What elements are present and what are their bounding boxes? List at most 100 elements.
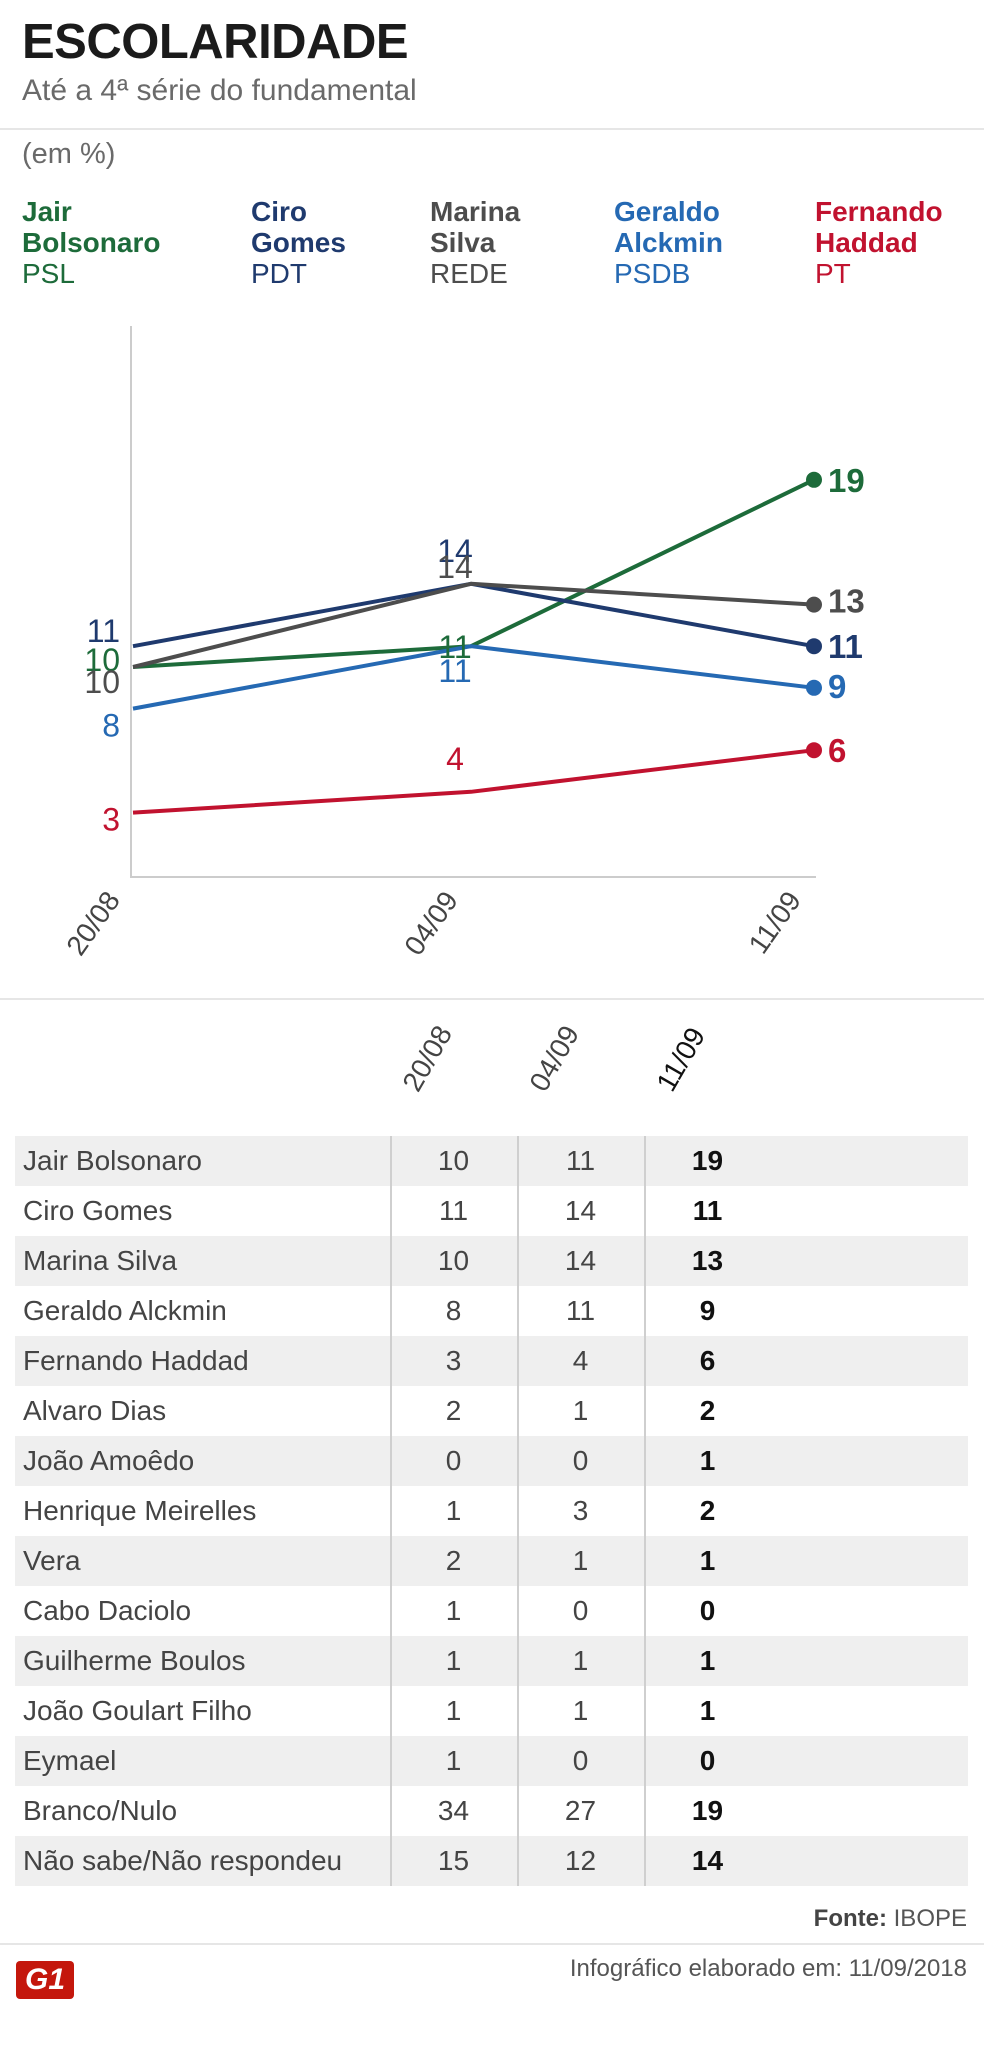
table-row: João Amoêdo 0 0 1 [15,1436,968,1486]
data-label: 11 [438,629,471,665]
table-cell: 0 [445,1445,462,1476]
data-label: 4 [446,741,464,777]
data-label: 19 [828,462,865,499]
footer-note: Infográfico elaborado em: 11/09/2018 [569,1955,967,1982]
divider [0,998,984,1000]
series-end-point [806,471,822,488]
candidate-name: Marina Silva [23,1245,178,1276]
series-end-point [806,742,822,759]
table-cell: 2 [699,1395,716,1426]
data-label: 13 [828,583,865,620]
table-cell: 2 [699,1495,716,1526]
table-cell: 19 [691,1795,724,1826]
table-row: Jair Bolsonaro 10 11 19 [15,1136,968,1186]
data-label: 3 [102,802,120,838]
table-row: Fernando Haddad 3 4 6 [15,1336,968,1386]
table-cell: 1 [572,1545,589,1576]
table-cell: 1 [445,1695,462,1726]
table-cell: 10 [437,1145,470,1176]
legend-item: Marina Silva REDE [430,196,520,289]
series-line [132,478,815,669]
data-label: 8 [102,708,120,744]
table-cell: 1 [445,1495,462,1526]
table-cell: 3 [572,1495,589,1526]
legend-name: Jair [22,196,72,227]
table-row: Geraldo Alckmin 8 11 9 [15,1286,968,1336]
x-tick-label: 11/09 [743,886,807,959]
legend-party: PSDB [614,258,691,289]
results-table: Jair Bolsonaro 10 11 19 Ciro Gomes 11 14 11 Mari… [15,1136,968,1886]
table-row: Branco/Nulo 34 27 19 [15,1786,968,1836]
table-row: Henrique Meirelles 1 3 2 [15,1486,968,1536]
table-cell: 0 [699,1595,716,1626]
series-line [132,581,815,669]
data-label: 10 [84,664,120,700]
table-cell: 27 [564,1795,597,1826]
unit-label: (em %) [22,138,116,170]
divider [0,1943,984,1945]
candidate-name: Não sabe/Não respondeu [23,1845,343,1876]
data-label: 11 [828,628,863,665]
table-row: Eymael 1 0 0 [15,1736,968,1786]
table-cell: 4 [572,1345,589,1376]
candidate-name: Fernando Haddad [23,1345,249,1376]
table-cell: 1 [572,1695,589,1726]
legend-item: Fernando Haddad PT [815,196,943,289]
legend-party: PT [815,258,851,289]
x-tick-label: 20/08 [60,886,126,961]
table-cell: 1 [699,1445,716,1476]
series-line [132,581,815,649]
table-row: Vera 2 1 1 [15,1536,968,1586]
candidate-name: Eymael [23,1745,117,1776]
legend-name: Gomes [251,227,346,258]
legend-party: PDT [251,258,307,289]
legend-name: Marina [430,196,521,227]
table-cell: 2 [445,1545,462,1576]
series-line [132,644,815,711]
table-cell: 11 [692,1195,723,1226]
source-credit: Fonte: IBOPE [813,1905,967,1932]
table-cell: 10 [437,1245,470,1276]
candidate-name: João Amoêdo [23,1445,195,1476]
data-label: 6 [828,732,846,769]
table-column-divider [644,1136,646,1886]
table-row: Alvaro Dias 2 1 2 [15,1386,968,1436]
page-title: ESCOLARIDADE [22,15,409,69]
candidate-name: Alvaro Dias [23,1395,167,1426]
table-cell: 14 [564,1245,597,1276]
data-label: 11 [438,653,471,689]
candidate-name: Henrique Meirelles [23,1495,257,1526]
legend-name: Ciro [251,196,307,227]
table-cell: 15 [437,1845,470,1876]
table-cell: 1 [699,1645,716,1676]
table-cell: 0 [699,1745,716,1776]
table-cell: 0 [572,1745,589,1776]
page-subtitle: Até a 4ª série do fundamental [22,74,417,107]
table-cell: 13 [691,1245,724,1276]
table-row: Ciro Gomes 11 14 11 [15,1186,968,1236]
table-cell: 1 [445,1745,462,1776]
table-cell: 11 [565,1145,596,1176]
table-cell: 11 [438,1195,469,1226]
candidate-name: Geraldo Alckmin [23,1295,227,1326]
table-cell: 1 [445,1595,462,1626]
candidate-name: Jair Bolsonaro [23,1145,202,1176]
table-cell: 0 [572,1595,589,1626]
legend-name: Bolsonaro [22,227,161,258]
candidate-name: Guilherme Boulos [23,1645,246,1676]
table-row: João Goulart Filho 1 1 1 [15,1686,968,1736]
legend-item: Ciro Gomes PDT [251,196,346,289]
legend-name: Haddad [815,227,918,258]
data-label: 9 [828,668,846,705]
table-cell: 9 [699,1295,716,1326]
table-cell: 0 [572,1445,589,1476]
table-column-divider [517,1136,519,1886]
table-cell: 12 [564,1845,597,1876]
candidate-name: Branco/Nulo [23,1795,178,1826]
table-cell: 14 [691,1845,724,1876]
table-cell: 1 [445,1645,462,1676]
legend-name: Alckmin [614,227,723,258]
table-cell: 6 [699,1345,716,1376]
series-end-point [806,638,822,655]
